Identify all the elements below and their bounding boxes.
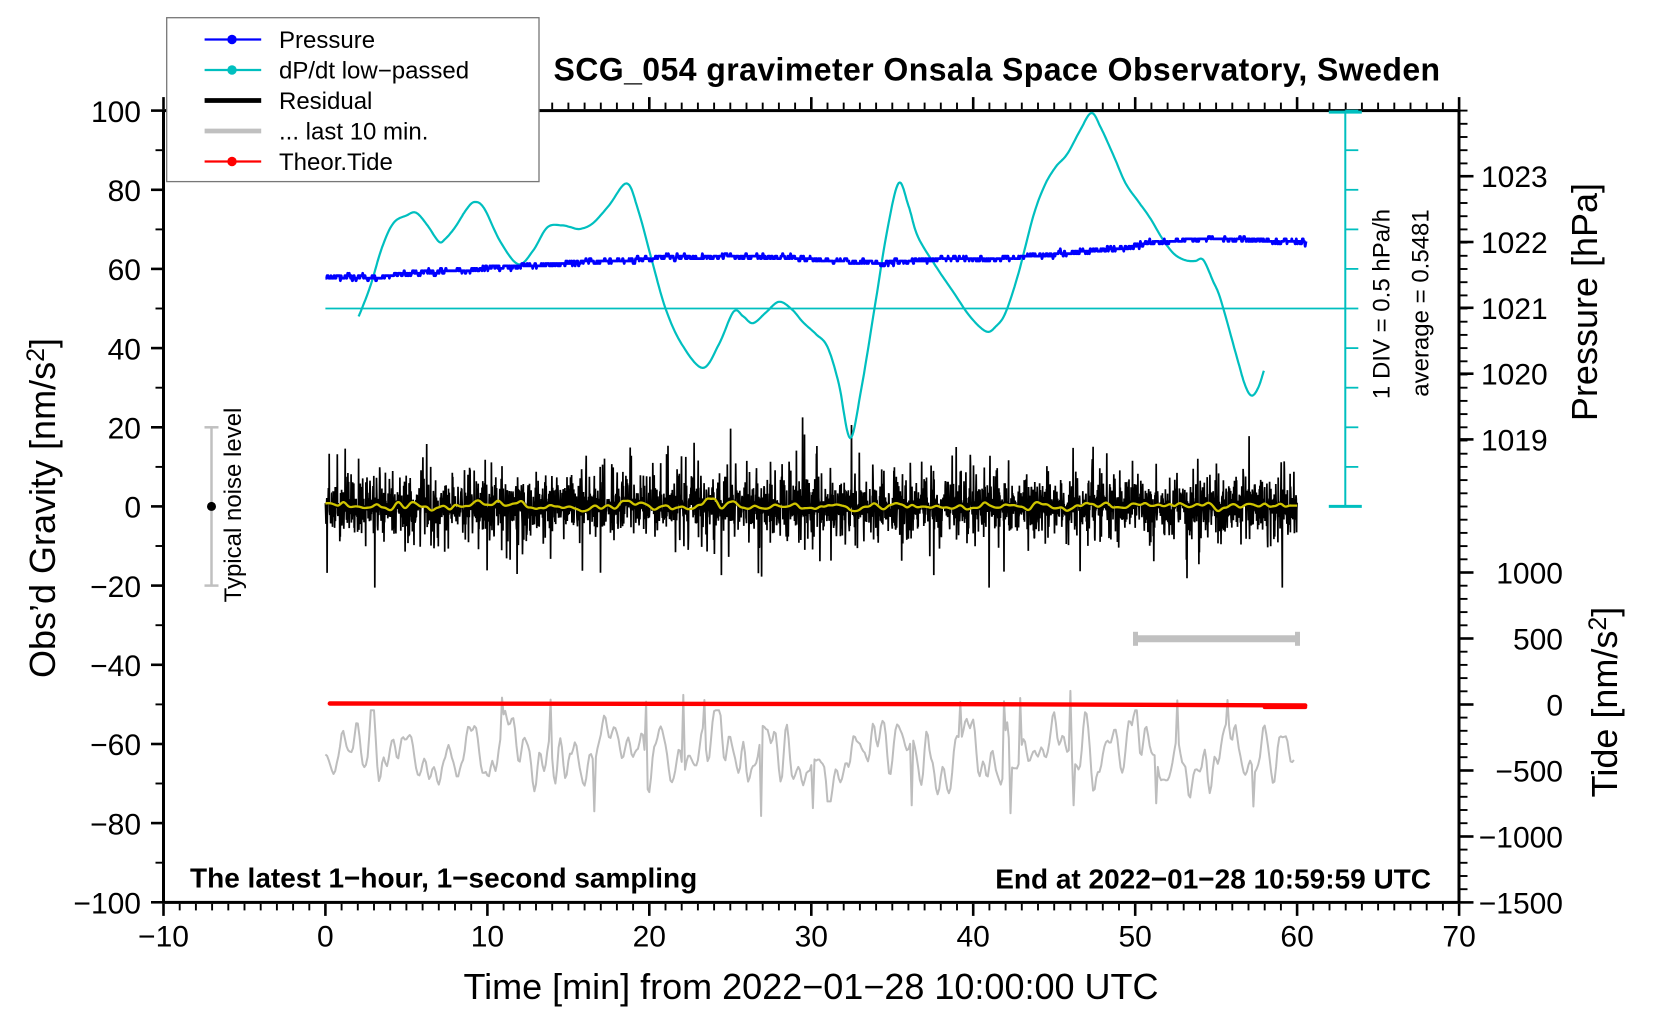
svg-text:−60: −60 [90, 729, 141, 762]
svg-text:Tide [nm/s2]: Tide [nm/s2] [1584, 607, 1625, 798]
svg-text:1000: 1000 [1496, 558, 1563, 591]
svg-text:30: 30 [795, 921, 828, 954]
svg-text:0: 0 [317, 921, 334, 954]
svg-text:Residual: Residual [279, 88, 372, 115]
svg-text:The latest 1−hour, 1−second sa: The latest 1−hour, 1−second sampling [190, 863, 697, 894]
svg-text:Time [min] from 2022−01−28 10:: Time [min] from 2022−01−28 10:00:00 UTC [463, 966, 1158, 1007]
svg-text:1022: 1022 [1481, 227, 1548, 260]
svg-text:dP/dt low−passed: dP/dt low−passed [279, 58, 469, 85]
svg-text:80: 80 [108, 175, 141, 208]
svg-text:1 DIV = 0.5 hPa/h: 1 DIV = 0.5 hPa/h [1369, 209, 1396, 399]
svg-text:−100: −100 [73, 888, 141, 921]
svg-text:Pressure: Pressure [279, 27, 375, 54]
svg-text:10: 10 [471, 921, 504, 954]
svg-text:1019: 1019 [1481, 424, 1548, 457]
svg-text:average = 0.5481: average = 0.5481 [1408, 209, 1435, 397]
svg-text:1020: 1020 [1481, 359, 1548, 392]
svg-text:−20: −20 [90, 571, 141, 604]
svg-text:−10: −10 [138, 921, 189, 954]
svg-text:−40: −40 [90, 650, 141, 683]
svg-text:End at 2022−01−28 10:59:59 UTC: End at 2022−01−28 10:59:59 UTC [995, 864, 1431, 895]
svg-text:−1500: −1500 [1479, 887, 1563, 920]
svg-text:20: 20 [108, 413, 141, 446]
svg-text:−500: −500 [1495, 756, 1563, 789]
svg-text:0: 0 [124, 492, 141, 525]
svg-text:40: 40 [957, 921, 990, 954]
svg-text:40: 40 [108, 333, 141, 366]
svg-text:... last 10 min.: ... last 10 min. [279, 119, 428, 146]
svg-text:1021: 1021 [1481, 293, 1548, 326]
svg-text:50: 50 [1119, 921, 1152, 954]
svg-text:Pressure [hPa]: Pressure [hPa] [1564, 183, 1605, 421]
svg-text:20: 20 [633, 921, 666, 954]
svg-text:−1000: −1000 [1479, 822, 1563, 855]
svg-text:0: 0 [1546, 690, 1563, 723]
svg-text:1023: 1023 [1481, 161, 1548, 194]
svg-text:60: 60 [108, 254, 141, 287]
svg-text:Typical noise level: Typical noise level [220, 408, 247, 603]
svg-text:500: 500 [1513, 624, 1563, 657]
svg-text:−80: −80 [90, 808, 141, 841]
svg-text:SCG_054 gravimeter Onsala Spac: SCG_054 gravimeter Onsala Space Observat… [553, 52, 1440, 88]
svg-text:Theor.Tide: Theor.Tide [279, 149, 393, 176]
svg-text:Obs’d Gravity [nm/s2]: Obs’d Gravity [nm/s2] [22, 338, 63, 678]
svg-text:100: 100 [91, 96, 141, 129]
svg-text:70: 70 [1442, 921, 1475, 954]
svg-text:60: 60 [1280, 921, 1313, 954]
